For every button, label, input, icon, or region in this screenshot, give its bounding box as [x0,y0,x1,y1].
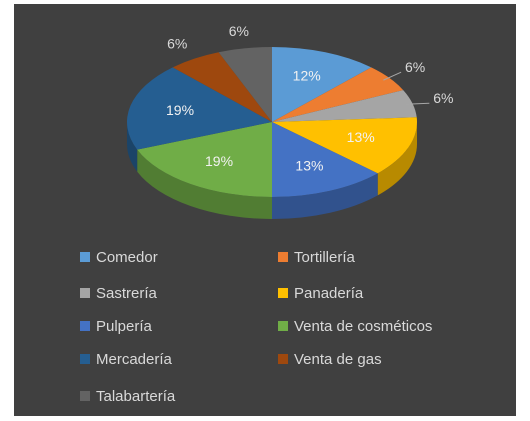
data-label: 6% [229,23,249,39]
data-label: 6% [433,90,453,106]
legend-label: Talabartería [96,388,176,405]
data-label: 6% [167,35,187,51]
legend-swatch [80,354,90,364]
slice [218,47,272,122]
slice [272,47,372,122]
legend-swatch [278,321,288,331]
slice-side [272,173,378,219]
legend-swatch [278,252,288,262]
legend-label: Tortillería [294,249,356,266]
data-label: 19% [166,102,194,118]
slice-side [137,149,272,219]
legend-swatch [80,252,90,262]
slice-side [127,122,138,172]
legend-label: Mercadería [96,351,173,368]
legend-swatch [278,354,288,364]
legend-label: Comedor [96,249,158,266]
leader-line [405,102,430,105]
legend-label: Panadería [294,285,364,302]
legend-label: Venta de cosméticos [294,318,432,335]
data-label: 12% [293,67,321,83]
slice [127,67,273,150]
legend-swatch [80,288,90,298]
slice [272,117,417,174]
data-label: 6% [405,59,425,75]
legend-label: Venta de gas [294,351,382,368]
leader-line [383,71,402,81]
legend-swatch [80,391,90,401]
data-label: 13% [347,129,375,145]
slice [137,122,272,198]
slice [172,52,272,122]
slice-side [377,122,417,196]
data-label: 19% [205,153,233,169]
slice [272,67,404,122]
legend-swatch [80,321,90,331]
slice [272,122,378,198]
slice [272,90,417,122]
legend-swatch [278,288,288,298]
legend-label: Pulpería [96,318,153,335]
data-label: 13% [295,157,323,173]
legend-label: Sastrería [96,285,158,302]
